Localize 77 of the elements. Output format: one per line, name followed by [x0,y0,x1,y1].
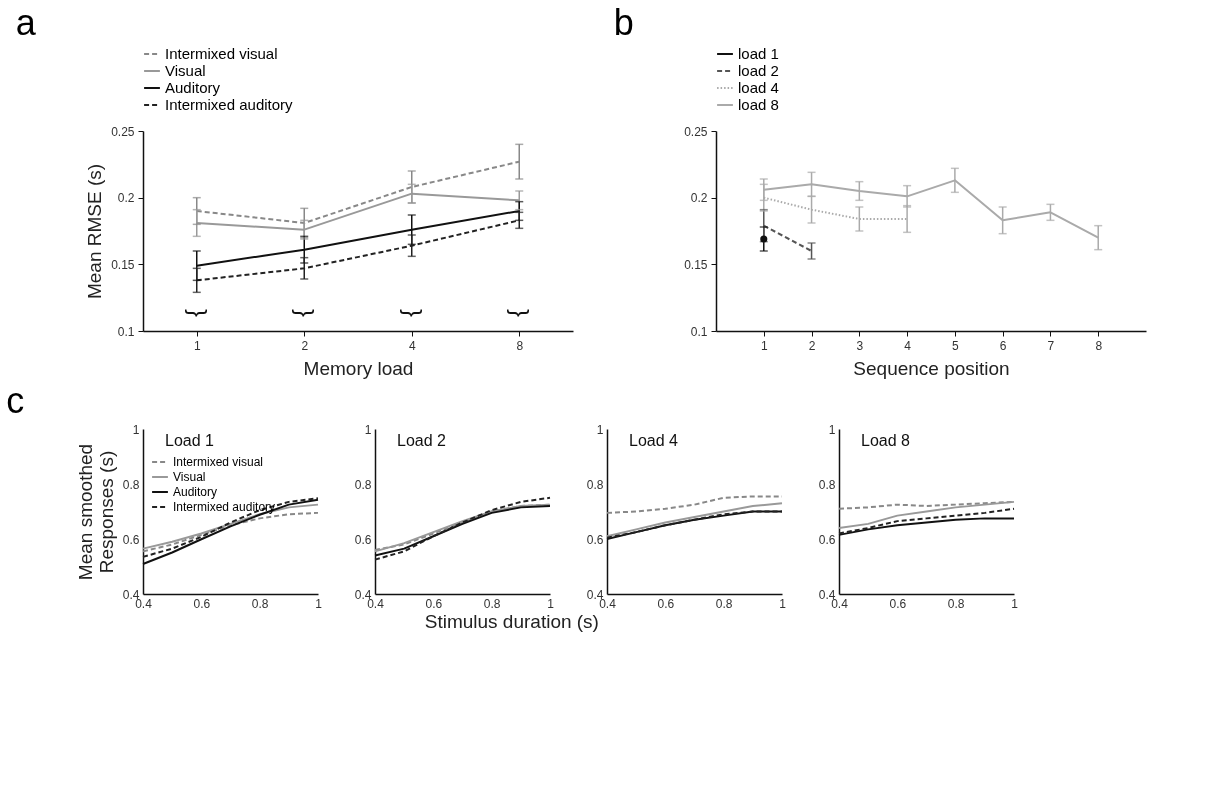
chart-title: a [15,2,37,43]
y-tick-label: 0.6 [122,532,140,547]
chart-subtitle: Load 2 [397,432,447,449]
x-tick-label: 5 [952,338,960,353]
x-axis-title: Memory load [303,357,414,379]
y-tick-label: 1 [596,422,604,437]
x-tick-label: 2 [301,338,309,353]
y-tick-label: 1 [364,422,372,437]
y-axis-title: Mean RMSE (s) [84,163,106,300]
y-tick-label: 0.25 [684,124,708,139]
legend-label: Auditory [165,79,221,96]
annotation: } [507,308,535,318]
x-tick-label: 2 [808,338,816,353]
x-tick-label: 0.6 [193,596,211,611]
y-tick-label: 0.2 [117,191,135,206]
x-tick-label: 0.8 [715,596,733,611]
y-tick-label: 0.6 [354,532,372,547]
x-tick-label: 1 [760,338,768,353]
chart-title: c [6,380,25,421]
x-tick-label: 4 [408,338,416,353]
x-tick-label: 0.6 [425,596,443,611]
x-tick-label: 1 [193,338,201,353]
x-tick-label: 1 [779,596,787,611]
annotation: } [292,308,320,318]
chart-subtitle: Load 1 [165,432,215,449]
y-tick-label: 0.15 [111,257,135,272]
legend-label: Intermixed visual [165,45,278,62]
x-axis-title: Stimulus duration (s) [424,611,599,632]
x-tick-label: 1 [547,596,555,611]
y-tick-label: 0.8 [354,477,372,492]
x-tick-label: 0.6 [889,596,907,611]
legend-label: load 8 [738,96,779,113]
y-tick-label: 1 [828,422,836,437]
x-tick-label: 8 [1095,338,1103,353]
y-tick-label: 0.2 [690,191,708,206]
legend-label: Auditory [173,485,218,499]
legend-label: load 4 [738,79,779,96]
line-series [142,503,319,550]
legend-label: Visual [165,62,206,79]
y-tick-label: 0.1 [117,324,135,339]
line-series [838,507,1015,535]
y-tick-label: 0.1 [690,324,708,339]
x-tick-label: 1 [315,596,323,611]
line-series [374,496,551,561]
y-tick-label: 1 [132,422,140,437]
y-tick-label: 0.8 [586,477,604,492]
x-tick-label: 0.6 [657,596,675,611]
x-tick-label: 0.8 [251,596,269,611]
line-series [838,500,1015,529]
chart-subtitle: Load 8 [861,432,911,449]
x-tick-label: 4 [904,338,912,353]
x-tick-label: 3 [856,338,864,353]
x-tick-label: 1 [1011,596,1019,611]
legend-label: Intermixed auditory [165,96,294,113]
legend-label: Visual [173,470,206,484]
legend-label: Intermixed visual [173,455,264,469]
x-tick-label: 7 [1047,338,1055,353]
y-tick-label: 0.8 [122,477,140,492]
annotation: } [399,308,427,318]
line-series [606,502,783,538]
y-tick-label: 0.25 [111,124,135,139]
annotation: } [184,308,212,318]
legend-label: load 2 [738,62,779,79]
chart-title: b [613,2,634,43]
x-tick-label: 0.8 [947,596,965,611]
legend-label: load 1 [738,45,779,62]
y-tick-label: 0.15 [684,257,708,272]
y-tick-label: 0.8 [818,477,836,492]
y-axis-title: Mean smoothed Responses (s) [74,443,117,581]
x-axis-title: Sequence position [853,357,1010,379]
chart-subtitle: Load 4 [629,432,679,449]
legend-label: Intermixed auditory [173,500,276,514]
y-tick-label: 0.6 [586,532,604,547]
x-tick-label: 6 [999,338,1007,353]
x-tick-label: 0.8 [483,596,501,611]
x-tick-label: 8 [516,338,524,353]
y-tick-label: 0.6 [818,532,836,547]
